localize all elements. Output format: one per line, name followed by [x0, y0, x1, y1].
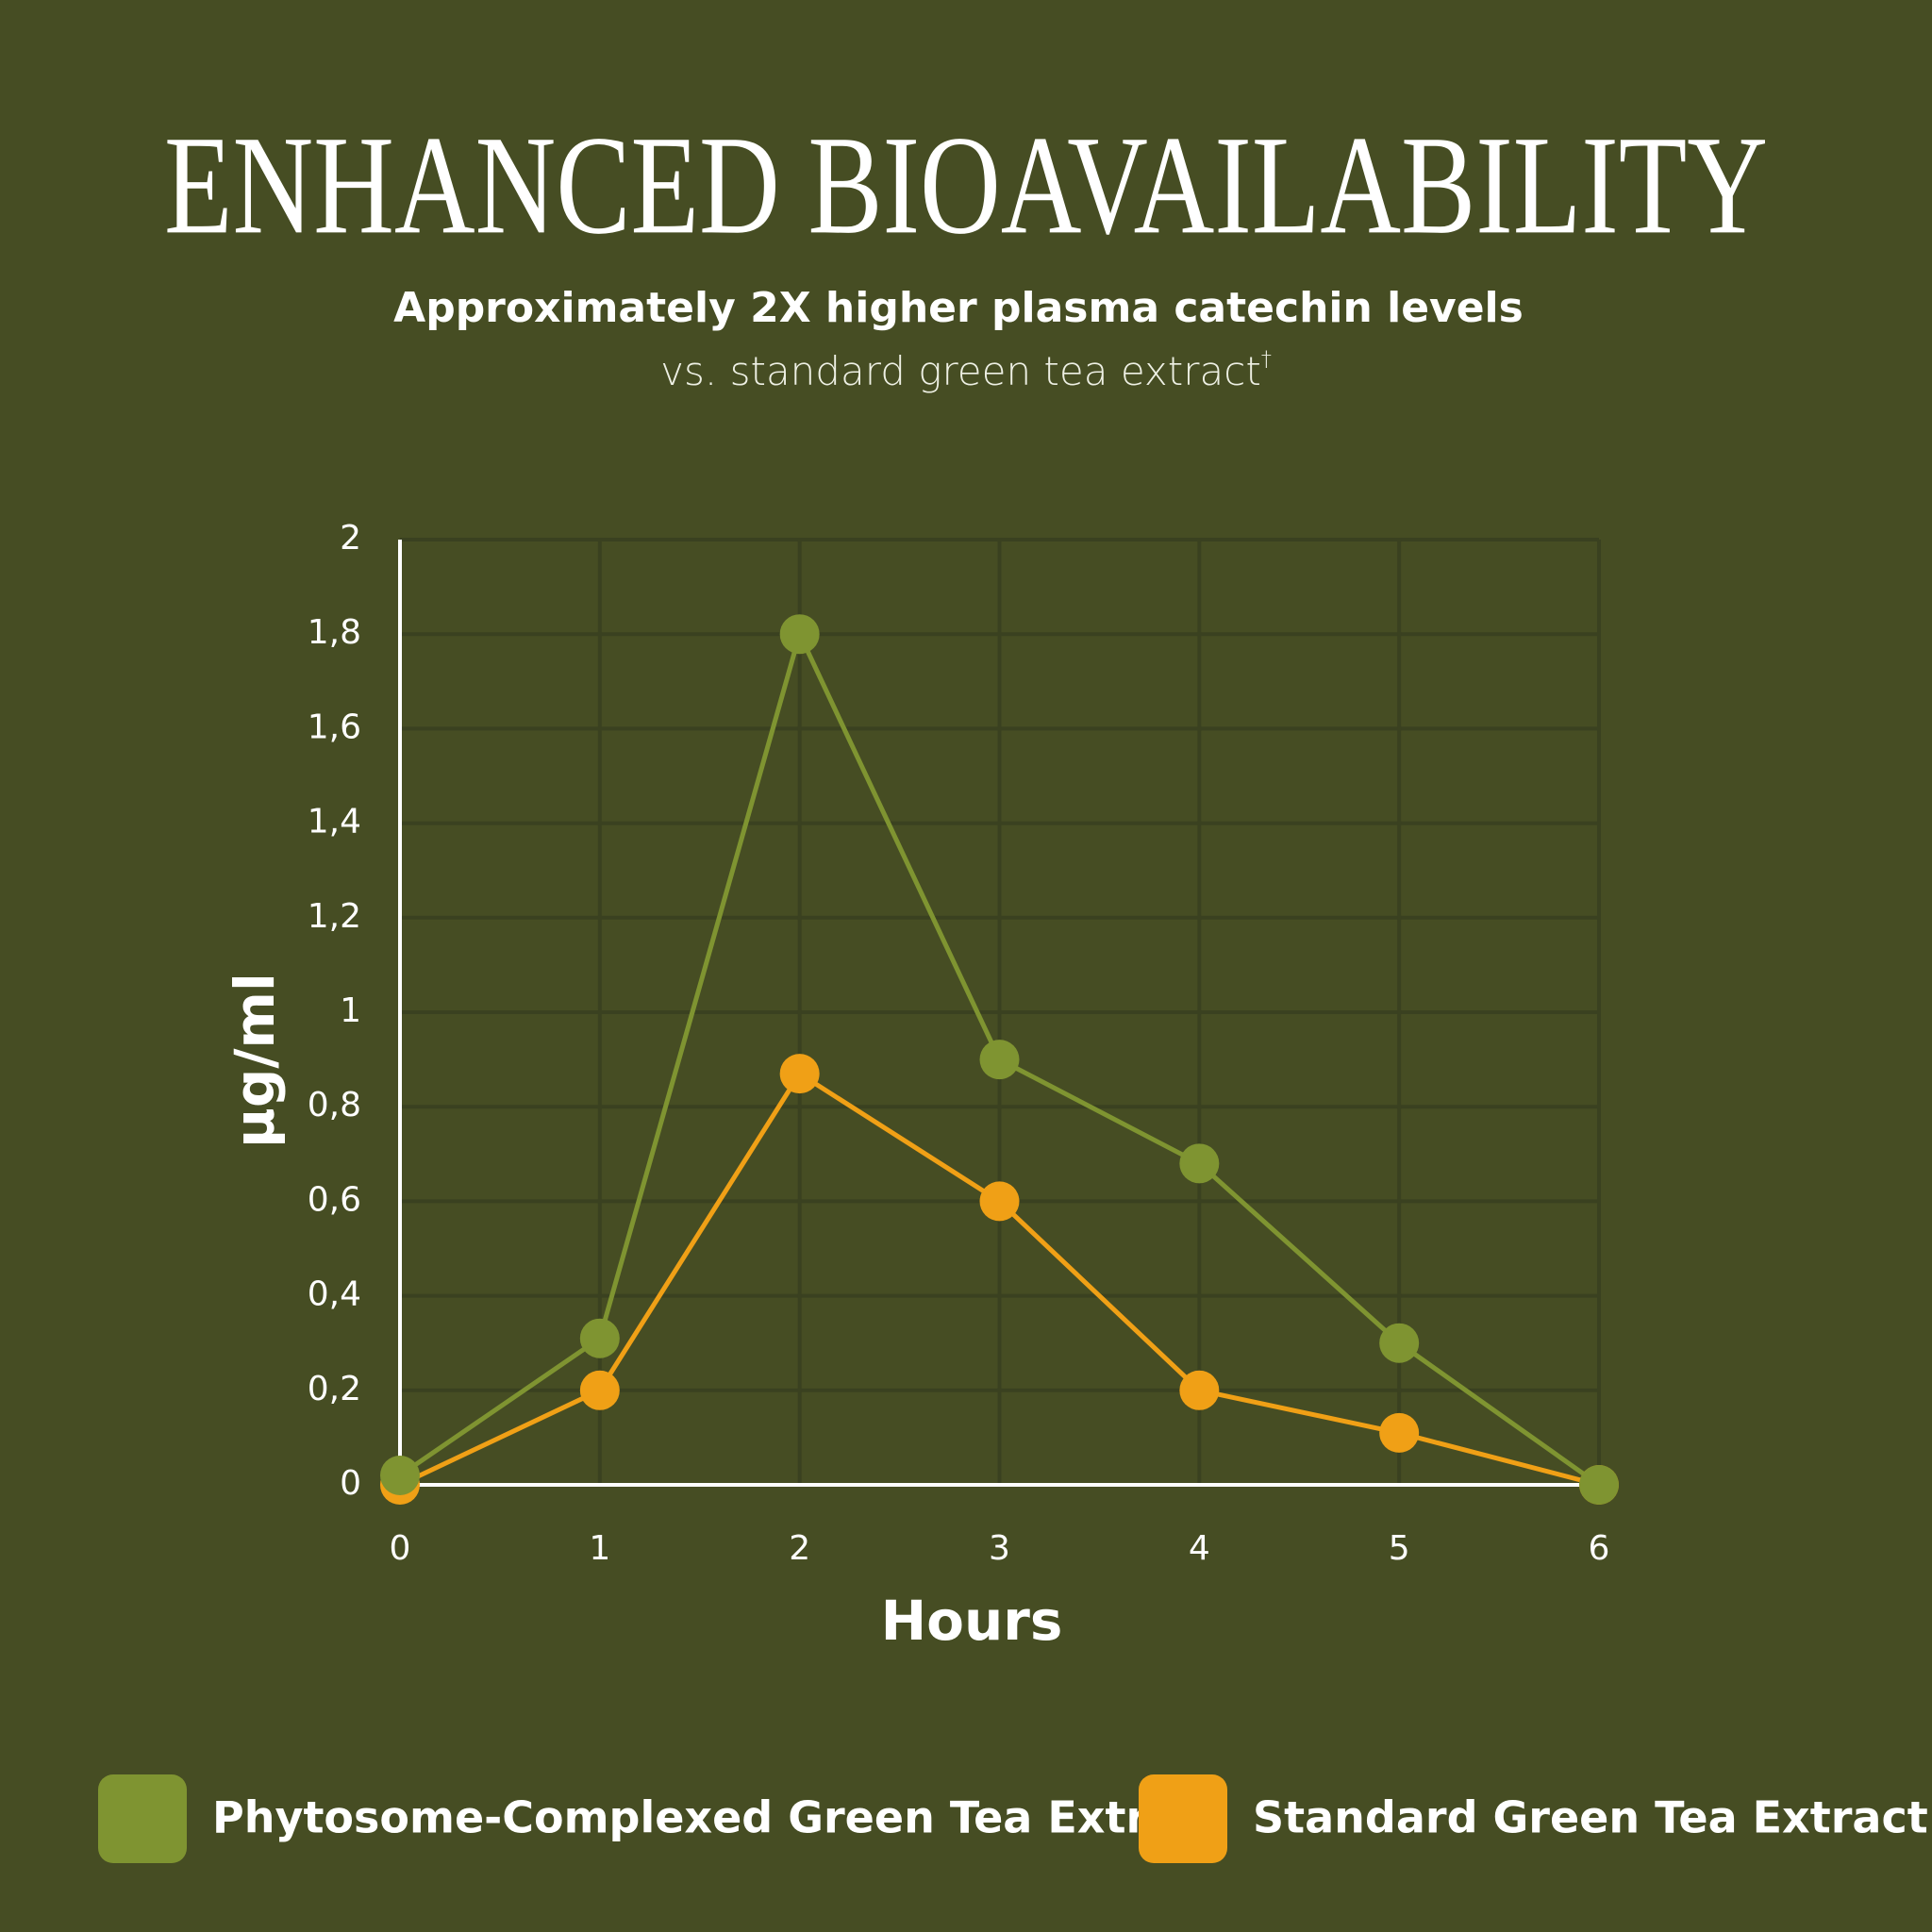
y-tick-label: 1,6 — [308, 708, 361, 746]
data-point — [979, 1040, 1020, 1080]
y-tick-label: 0,2 — [308, 1370, 361, 1408]
x-axis-label: Hours — [881, 1589, 1063, 1653]
x-tick-label: 5 — [1389, 1529, 1410, 1568]
data-point — [1379, 1412, 1420, 1453]
subtitle: Approximately 2X higher plasma catechin … — [393, 284, 1524, 332]
y-tick-label: 0,4 — [308, 1275, 361, 1314]
data-point — [1579, 1465, 1619, 1505]
data-point — [779, 614, 820, 655]
subtitle-2-text: vs. standard green tea extract — [660, 348, 1261, 394]
x-tick-label: 1 — [589, 1529, 610, 1568]
legend-label: Standard Green Tea Extract — [1253, 1792, 1928, 1843]
y-tick-label: 0 — [340, 1464, 361, 1503]
x-tick-label: 2 — [789, 1529, 810, 1568]
data-point — [579, 1318, 620, 1358]
y-tick-label: 1,4 — [308, 803, 361, 841]
legend-label: Phytosome-Complexed Green Tea Extract — [212, 1792, 1223, 1843]
subtitle-2: vs. standard green tea extract† — [660, 348, 1272, 394]
data-point — [579, 1370, 620, 1410]
data-point — [1379, 1323, 1420, 1363]
x-tick-label: 0 — [390, 1529, 411, 1568]
x-tick-label: 3 — [989, 1529, 1010, 1568]
y-tick-label: 1 — [340, 991, 361, 1030]
data-point — [779, 1054, 820, 1094]
chart-title: ENHANCED BIOAVAILABILITY — [164, 107, 1768, 263]
data-point — [1179, 1143, 1220, 1184]
data-point — [979, 1181, 1020, 1222]
legend-swatch — [1139, 1774, 1227, 1863]
y-tick-label: 1,8 — [308, 613, 361, 652]
x-tick-label: 6 — [1589, 1529, 1610, 1568]
y-axis-label: µg/ml — [223, 973, 287, 1148]
y-tick-label: 0,8 — [308, 1086, 361, 1124]
y-tick-label: 0,6 — [308, 1180, 361, 1219]
legend-swatch — [98, 1774, 187, 1863]
x-tick-label: 4 — [1189, 1529, 1210, 1568]
footnote-mark: † — [1261, 348, 1272, 372]
data-point — [1179, 1370, 1220, 1410]
y-tick-label: 1,2 — [308, 897, 361, 936]
data-point — [380, 1455, 420, 1495]
y-tick-label: 2 — [340, 519, 361, 558]
